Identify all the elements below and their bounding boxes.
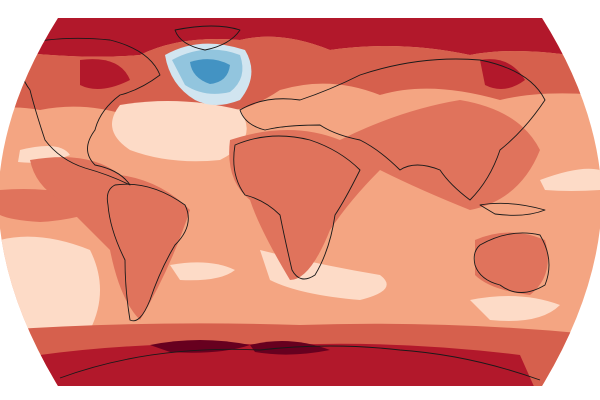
light-patch — [170, 262, 235, 281]
cold-core — [190, 59, 230, 84]
arctic-band — [0, 18, 600, 60]
coastlines — [18, 25, 550, 381]
antarctic-hotspot — [250, 341, 330, 355]
warm-region — [475, 232, 548, 295]
coastline — [479, 202, 546, 216]
warm-region — [229, 100, 540, 280]
light-patch — [0, 236, 100, 334]
coastline — [59, 345, 541, 381]
hotspot — [480, 59, 525, 89]
coastline — [473, 232, 550, 293]
hotspot — [80, 59, 130, 89]
coastline — [239, 58, 546, 201]
coastline — [18, 37, 161, 186]
light-patch — [540, 168, 600, 191]
antarctic-band — [30, 343, 540, 386]
warm-region — [30, 157, 190, 320]
coastline — [233, 135, 361, 280]
light-patch — [470, 296, 560, 321]
coastline — [106, 183, 189, 322]
northern-band — [0, 36, 600, 120]
coastline — [174, 25, 241, 51]
light-patch — [112, 101, 247, 162]
